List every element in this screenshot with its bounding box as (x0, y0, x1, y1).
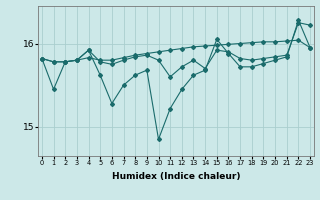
X-axis label: Humidex (Indice chaleur): Humidex (Indice chaleur) (112, 172, 240, 181)
